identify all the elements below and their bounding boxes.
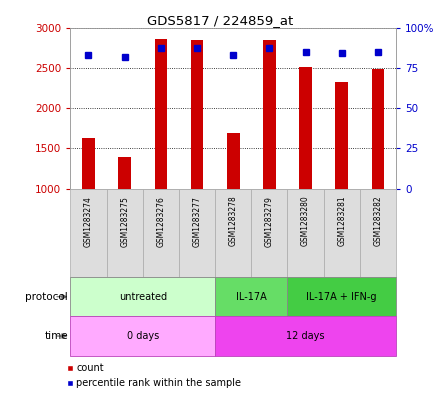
Text: 12 days: 12 days — [286, 331, 325, 341]
Text: GSM1283276: GSM1283276 — [156, 196, 165, 246]
Bar — [287, 189, 324, 277]
Bar — [70, 189, 106, 277]
Bar — [215, 277, 287, 316]
Text: GSM1283282: GSM1283282 — [374, 196, 382, 246]
Bar — [215, 316, 396, 356]
Bar — [191, 40, 203, 189]
Bar — [299, 67, 312, 189]
Bar — [371, 69, 384, 189]
Bar — [263, 40, 276, 189]
Bar — [251, 189, 287, 277]
Bar — [324, 189, 360, 277]
Text: GDS5817 / 224859_at: GDS5817 / 224859_at — [147, 14, 293, 27]
Text: time: time — [44, 331, 68, 341]
Bar — [70, 277, 215, 316]
Text: 0 days: 0 days — [127, 331, 159, 341]
Text: GSM1283281: GSM1283281 — [337, 196, 346, 246]
Text: GSM1283274: GSM1283274 — [84, 196, 93, 246]
Bar — [215, 189, 251, 277]
Bar — [70, 316, 215, 356]
Text: protocol: protocol — [26, 292, 68, 302]
Text: IL-17A: IL-17A — [236, 292, 267, 302]
Bar — [143, 189, 179, 277]
Bar — [82, 138, 95, 189]
Text: GSM1283280: GSM1283280 — [301, 196, 310, 246]
Text: GSM1283279: GSM1283279 — [265, 196, 274, 246]
Bar — [287, 277, 396, 316]
Text: GSM1283277: GSM1283277 — [193, 196, 202, 246]
Bar — [335, 82, 348, 189]
Text: GSM1283275: GSM1283275 — [120, 196, 129, 246]
Text: untreated: untreated — [119, 292, 167, 302]
Text: IL-17A + IFN-g: IL-17A + IFN-g — [307, 292, 377, 302]
Bar — [179, 189, 215, 277]
Bar — [118, 157, 131, 189]
Text: GSM1283278: GSM1283278 — [229, 196, 238, 246]
Legend: count, percentile rank within the sample: count, percentile rank within the sample — [66, 363, 241, 388]
Bar — [154, 39, 167, 189]
Bar — [106, 189, 143, 277]
Bar — [227, 133, 239, 189]
Bar — [360, 189, 396, 277]
